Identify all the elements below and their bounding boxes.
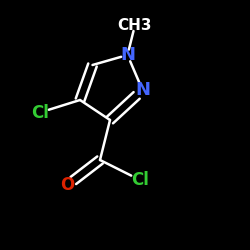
Text: Cl: Cl (131, 171, 149, 189)
Text: N: N (135, 81, 150, 99)
Text: O: O (60, 176, 74, 194)
Text: CH3: CH3 (118, 18, 152, 32)
Text: Cl: Cl (31, 104, 49, 122)
Text: N: N (120, 46, 135, 64)
